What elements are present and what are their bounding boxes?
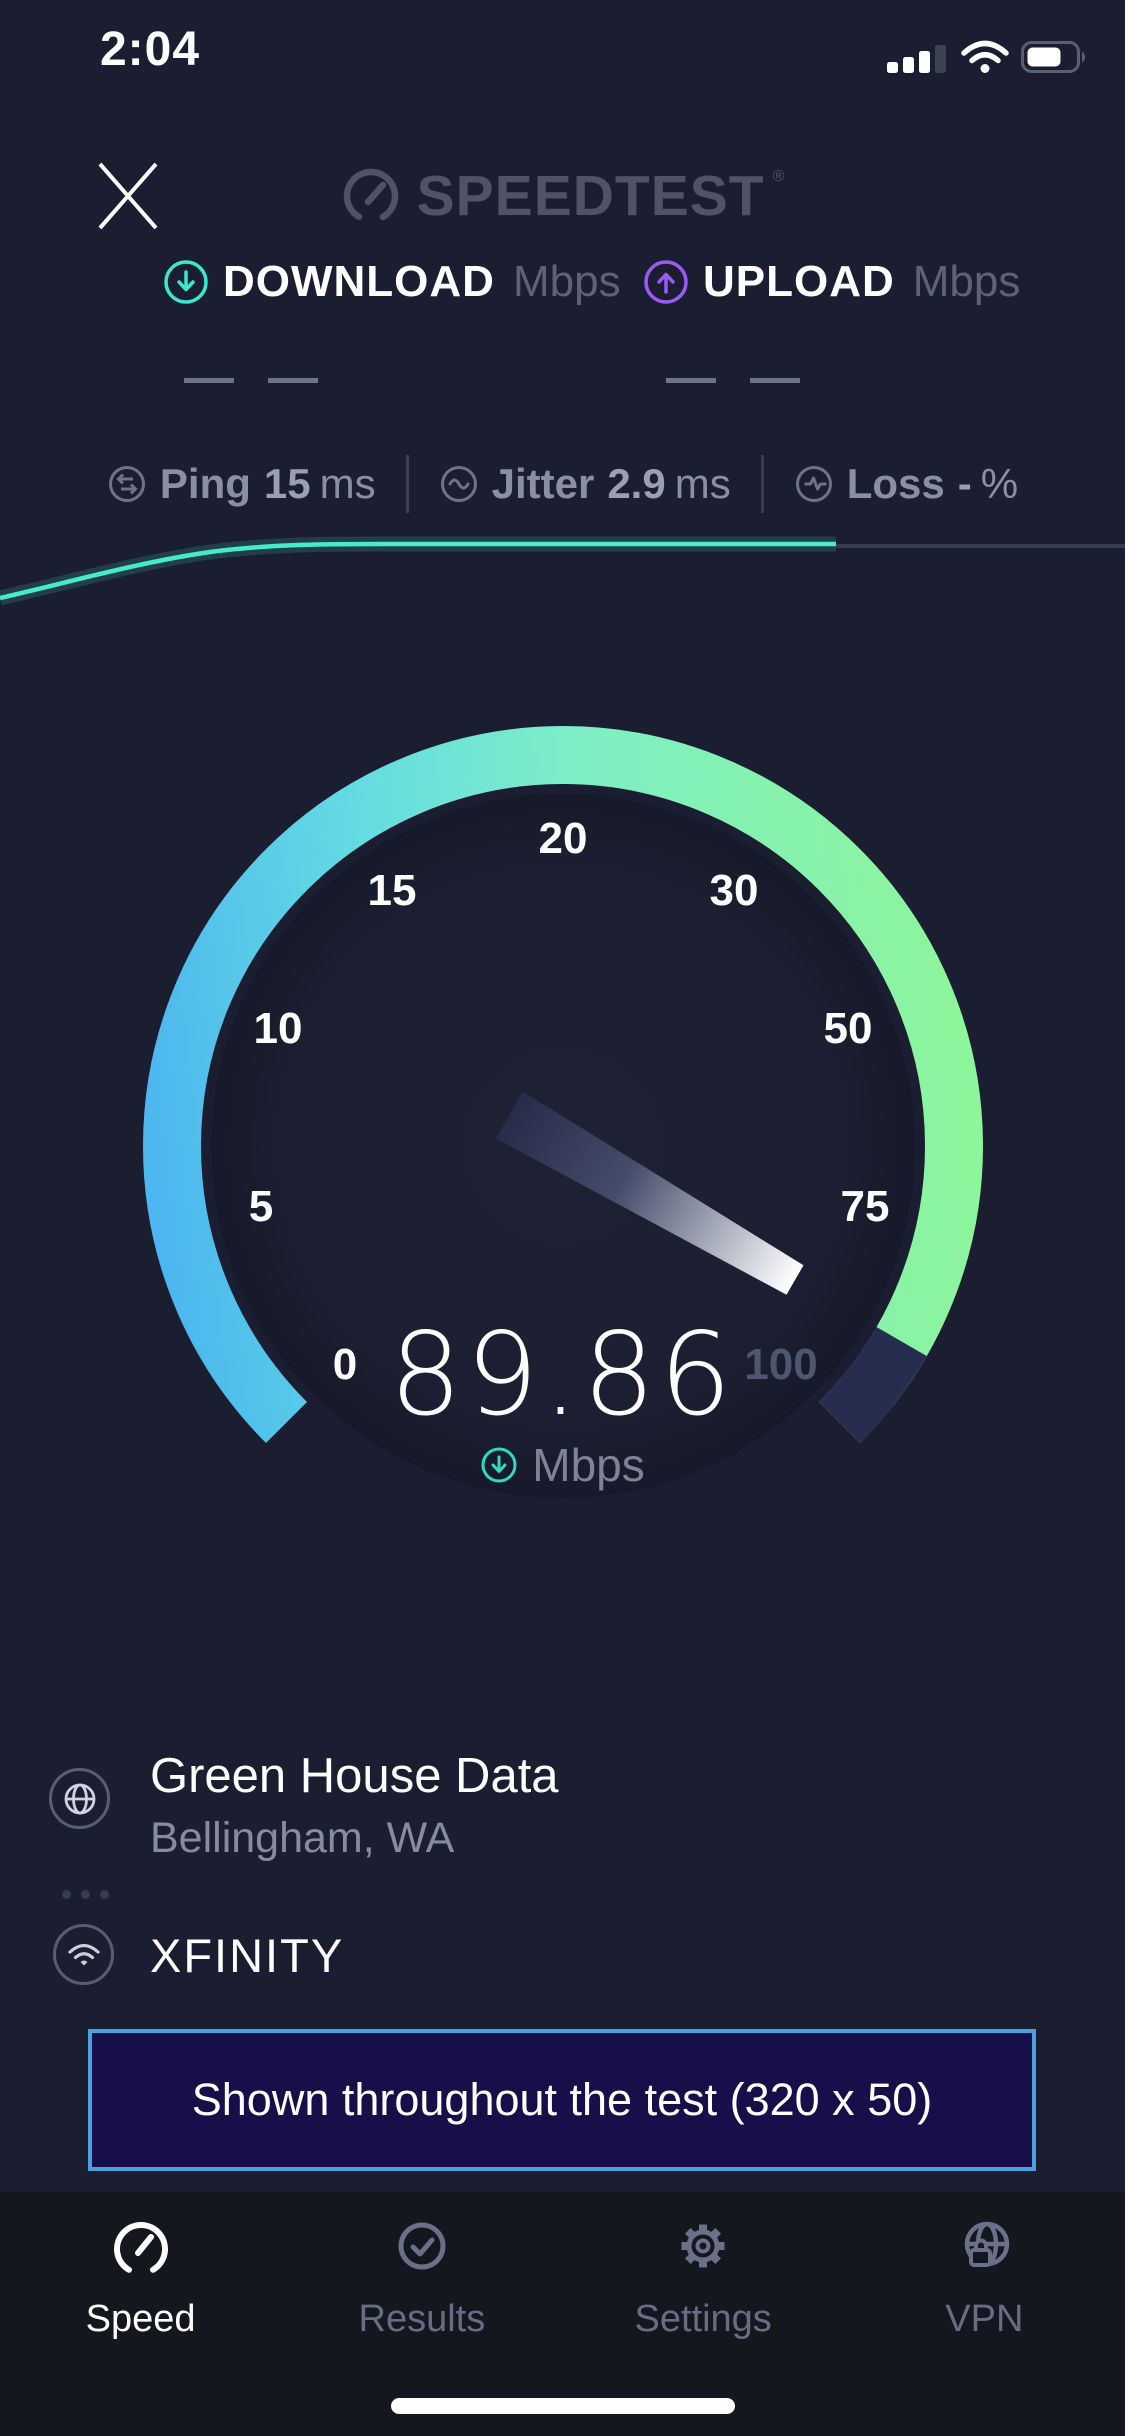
download-value-placeholder: — — [184, 349, 328, 405]
download-label: DOWNLOAD [223, 257, 495, 306]
throughput-sparkline [0, 536, 1125, 606]
battery-icon [1021, 41, 1086, 73]
ping-label: Ping [159, 460, 251, 507]
upload-label: UPLOAD [703, 257, 895, 306]
gauge-needle [495, 1091, 804, 1295]
jitter-icon [440, 466, 477, 502]
gauge-tick-100: 100 [744, 1340, 817, 1389]
tab-results[interactable]: Results [281, 2192, 562, 2436]
gauge-tick-5: 5 [249, 1182, 273, 1231]
ping-unit: ms [319, 460, 376, 507]
loss-unit: % [980, 460, 1019, 507]
speed-gauge: 0 5 10 15 20 30 50 75 100 [143, 726, 983, 1498]
divider [760, 455, 764, 513]
tab-settings[interactable]: Settings [563, 2192, 844, 2436]
logo-trademark: ® [772, 168, 785, 185]
upload-header: UPLOAD Mbps [643, 256, 1020, 308]
tab-vpn[interactable]: VPN [844, 2192, 1125, 2436]
tab-results-label: Results [358, 2298, 486, 2340]
gauge-progress-arc [143, 726, 983, 1443]
gauge-remaining-arc [818, 1326, 927, 1443]
download-unit: Mbps [512, 257, 621, 306]
server-globe-icon [49, 1768, 110, 1829]
vpn-globe-lock-icon [965, 2221, 1010, 2267]
ping-icon [108, 466, 145, 502]
ad-text: Shown throughout the test (320 x 50) [191, 2074, 933, 2125]
divider [405, 455, 409, 513]
results-check-icon [398, 2222, 446, 2270]
jitter-stat: Jitter 2.9 ms [439, 460, 731, 508]
ad-banner[interactable]: Shown throughout the test (320 x 50) [88, 2029, 1036, 2171]
ping-value: 15 [263, 460, 311, 507]
tab-speed-label: Speed [85, 2298, 196, 2340]
speed-gauge-icon [113, 2222, 168, 2273]
logo-wordmark: SPEEDTEST [416, 164, 765, 228]
gauge-tick-50: 50 [824, 1004, 873, 1053]
upload-value-placeholder: — — [666, 349, 810, 405]
status-bar-time: 2:04 [99, 23, 201, 76]
speedtest-logo: SPEEDTEST ® [0, 160, 1125, 232]
download-arrow-icon [481, 1447, 517, 1483]
server-location: Bellingham, WA [150, 1814, 455, 1862]
loss-stat: Loss - % [794, 460, 1018, 508]
gauge-tick-15: 15 [368, 866, 417, 915]
ping-stat: Ping 15 ms [107, 460, 376, 508]
download-arrow-icon [164, 260, 208, 304]
speedtest-gauge-glyph-icon [343, 168, 398, 221]
packet-loss-icon [795, 466, 832, 502]
connection-dots [62, 1890, 109, 1899]
server-name[interactable]: Green House Data [150, 1749, 559, 1803]
gauge-tick-10: 10 [254, 1004, 303, 1053]
jitter-value: 2.9 [607, 460, 666, 507]
gauge-tick-20: 20 [539, 814, 588, 863]
gauge-tick-75: 75 [841, 1182, 890, 1231]
close-icon[interactable] [92, 156, 164, 236]
latency-stats-row: Ping 15 ms Jitter 2.9 ms Loss - % [0, 452, 1125, 516]
gauge-unit-row: Mbps [0, 1438, 1125, 1492]
wifi-icon [961, 40, 1009, 73]
loss-value: - [957, 460, 972, 507]
tab-settings-label: Settings [634, 2298, 772, 2340]
settings-gear-icon [681, 2224, 725, 2268]
gauge-tick-0: 0 [333, 1340, 357, 1389]
isp-wifi-icon [53, 1924, 114, 1985]
gauge-unit-label: Mbps [532, 1439, 645, 1491]
current-download-speed: 89.86 [389, 1308, 736, 1441]
home-indicator[interactable] [391, 2398, 735, 2414]
upload-arrow-icon [644, 260, 688, 304]
bottom-tab-bar: Speed Results [0, 2192, 1125, 2436]
loss-label: Loss [846, 460, 945, 507]
isp-name: XFINITY [150, 1929, 345, 1982]
status-bar-icons [887, 40, 1089, 74]
tab-speed[interactable]: Speed [0, 2192, 281, 2436]
tab-vpn-label: VPN [945, 2298, 1024, 2340]
upload-unit: Mbps [912, 257, 1021, 306]
jitter-label: Jitter [491, 460, 595, 507]
download-header: DOWNLOAD Mbps [163, 256, 621, 308]
gauge-tick-30: 30 [710, 866, 759, 915]
cellular-signal-icon [887, 45, 946, 73]
jitter-unit: ms [674, 460, 731, 507]
